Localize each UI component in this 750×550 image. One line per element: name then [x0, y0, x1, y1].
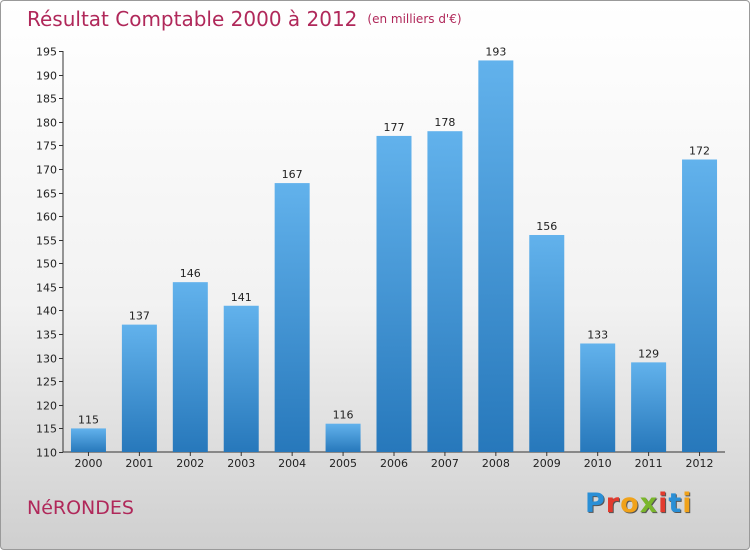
y-tick-label: 155 [36, 235, 57, 248]
logo-letter: P [585, 488, 606, 519]
data-label: 133 [587, 328, 608, 341]
y-tick-label: 145 [36, 282, 57, 295]
x-tick-label: 2002 [176, 457, 204, 470]
bar [631, 362, 667, 452]
y-tick-label: 160 [36, 211, 57, 224]
chart-unit: (en milliers d'€) [367, 12, 462, 26]
x-tick-label: 2009 [533, 457, 561, 470]
data-label: 116 [333, 409, 354, 422]
y-tick-label: 180 [36, 117, 57, 130]
data-label: 115 [78, 413, 99, 426]
logo-letter: x [639, 488, 659, 519]
y-tick-label: 135 [36, 329, 57, 342]
x-tick-label: 2008 [482, 457, 510, 470]
data-label: 193 [485, 45, 506, 58]
bar [325, 423, 361, 452]
data-label: 167 [282, 168, 303, 181]
bar [682, 159, 718, 452]
commune-name: NéRONDES [27, 497, 134, 519]
data-label: 177 [384, 121, 405, 134]
bar [376, 135, 412, 452]
y-tick-label: 125 [36, 376, 57, 389]
x-tick-label: 2010 [584, 457, 612, 470]
logo-letter: r [605, 488, 621, 519]
x-tick-label: 2011 [635, 457, 663, 470]
bar [121, 324, 157, 452]
logo-letter: o [620, 488, 640, 519]
data-label: 178 [434, 116, 455, 129]
bar [529, 234, 565, 452]
data-label: 172 [689, 145, 710, 158]
x-tick-label: 2012 [686, 457, 714, 470]
y-tick-label: 115 [36, 423, 57, 436]
bar [274, 183, 310, 452]
x-tick-label: 2007 [431, 457, 459, 470]
y-tick-label: 130 [36, 353, 57, 366]
y-tick-label: 165 [36, 188, 57, 201]
chart-title-text: Résultat Comptable 2000 à 2012 [27, 7, 358, 31]
proxiti-logo[interactable]: Proxiti [585, 488, 693, 519]
logo-letter: i [682, 488, 693, 519]
x-tick-label: 2005 [329, 457, 357, 470]
y-tick-label: 195 [36, 46, 57, 59]
y-tick-label: 120 [36, 400, 57, 413]
y-tick-label: 175 [36, 140, 57, 153]
y-tick-label: 110 [36, 447, 57, 460]
bar [478, 60, 514, 452]
bar [172, 282, 208, 452]
bar [223, 305, 259, 452]
y-tick-label: 150 [36, 258, 57, 271]
x-tick-label: 2001 [125, 457, 153, 470]
data-label: 156 [536, 220, 557, 233]
x-tick-label: 2003 [227, 457, 255, 470]
x-tick-label: 2006 [380, 457, 408, 470]
y-tick-label: 185 [36, 93, 57, 106]
x-tick-label: 2000 [74, 457, 102, 470]
x-tick-label: 2004 [278, 457, 306, 470]
data-label: 137 [129, 310, 150, 323]
data-label: 141 [231, 291, 252, 304]
y-tick-label: 170 [36, 164, 57, 177]
y-tick-label: 140 [36, 305, 57, 318]
bar [580, 343, 616, 452]
chart-title: Résultat Comptable 2000 à 2012 (en millie… [27, 7, 462, 31]
bar [70, 428, 106, 452]
bar [427, 131, 463, 452]
data-label: 146 [180, 267, 201, 280]
y-tick-label: 190 [36, 70, 57, 83]
logo-letter: t [668, 488, 683, 519]
logo-letter: i [658, 488, 669, 519]
data-label: 129 [638, 347, 659, 360]
